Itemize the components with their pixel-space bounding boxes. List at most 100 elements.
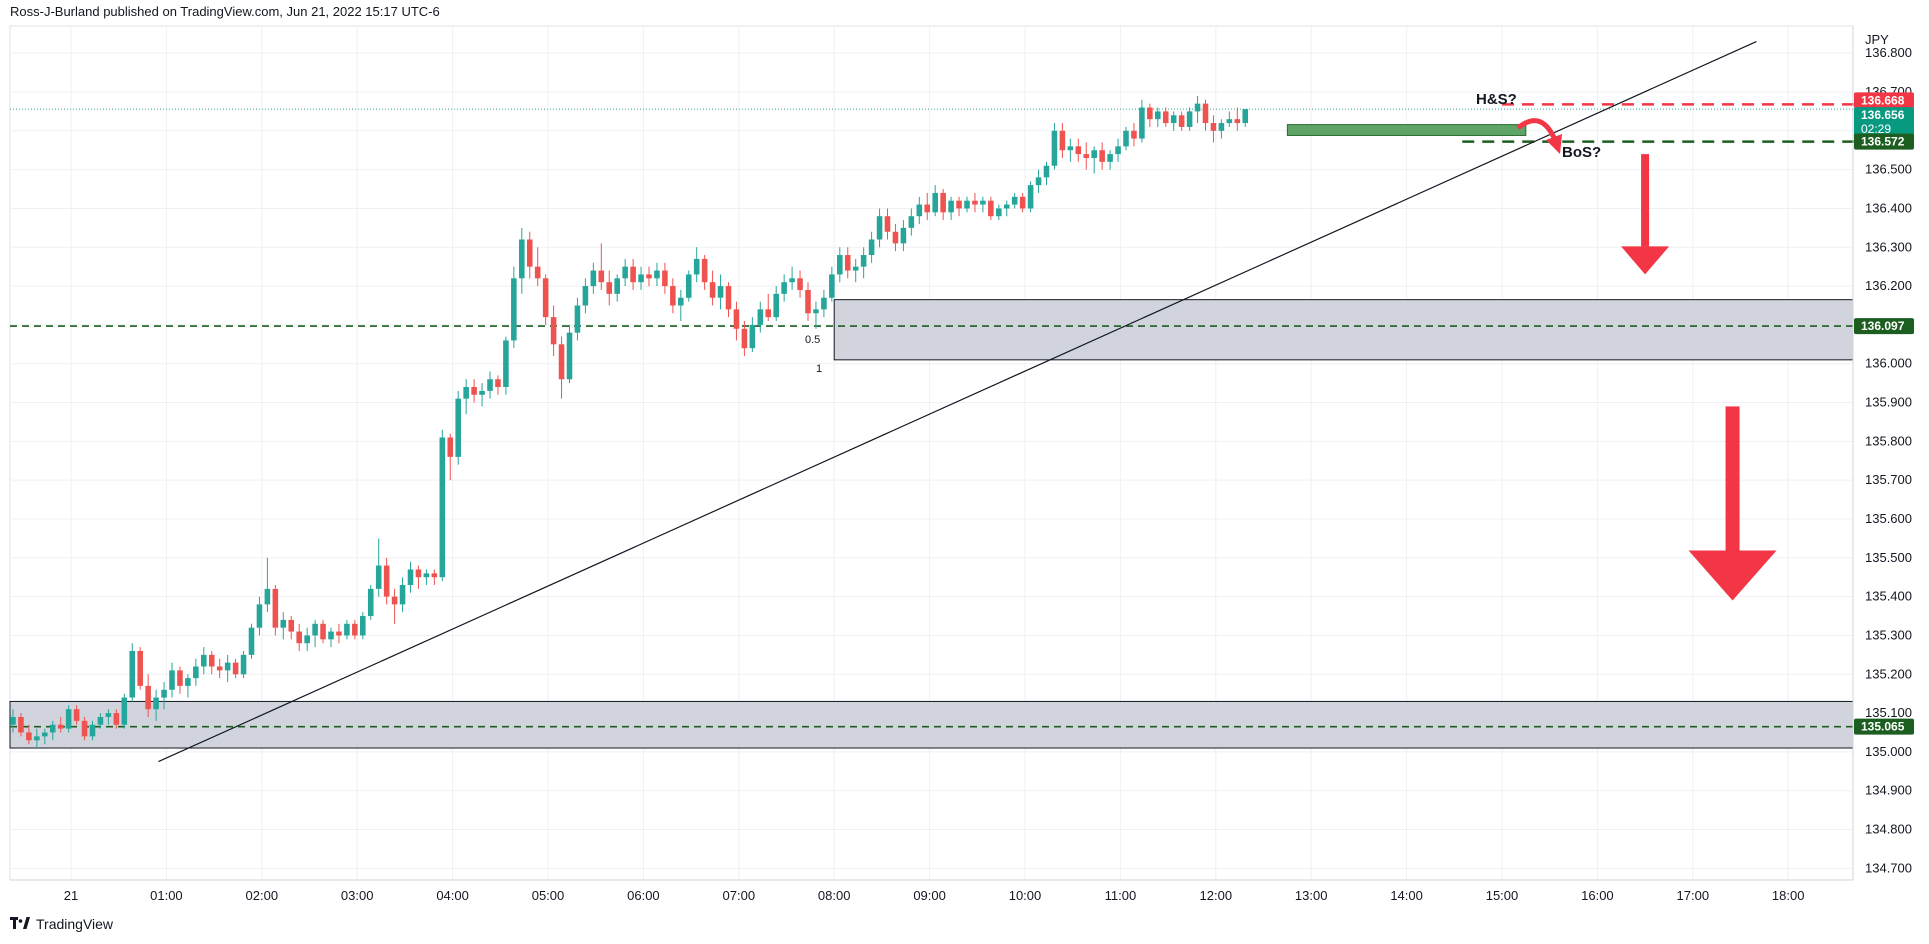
candle-body: [1019, 196, 1026, 209]
candle: [1194, 95, 1201, 124]
candle-body: [916, 204, 923, 217]
candle-body: [996, 208, 1002, 217]
candle: [375, 538, 382, 597]
candle-body: [49, 724, 56, 733]
y-tick-label: 136.400: [1865, 200, 1912, 215]
candle-body: [169, 670, 175, 690]
candle: [495, 375, 501, 395]
candle: [336, 623, 342, 644]
candle-body: [367, 588, 374, 617]
candle: [34, 728, 40, 749]
candle: [630, 258, 636, 290]
candle: [860, 247, 867, 279]
candle: [685, 270, 692, 302]
candle-body: [431, 573, 438, 578]
candle: [725, 282, 732, 318]
candle-body: [193, 666, 199, 679]
candle-body: [73, 709, 80, 721]
x-tick-label: 02:00: [246, 888, 279, 903]
candle-body: [383, 565, 390, 597]
candle: [145, 674, 151, 717]
candle: [876, 208, 883, 248]
candle-body: [693, 258, 700, 275]
candle: [49, 720, 56, 741]
y-tick-label: 135.200: [1865, 666, 1912, 681]
curved-arrow-head: [1546, 134, 1562, 154]
candle: [844, 247, 851, 279]
candle-body: [789, 278, 795, 283]
candle-body: [821, 297, 827, 310]
arrows: [1516, 118, 1777, 601]
candle-body: [415, 569, 422, 578]
candle-body: [455, 398, 461, 457]
candle: [662, 262, 668, 294]
x-tick-label: 03:00: [341, 888, 374, 903]
candle: [177, 666, 183, 694]
candle-body: [908, 216, 915, 228]
candle-body: [360, 616, 366, 636]
candle-body: [1003, 204, 1010, 209]
candle-body: [924, 204, 931, 213]
candle: [208, 650, 215, 675]
candle-body: [980, 200, 986, 205]
candle: [837, 247, 843, 283]
candle: [1027, 181, 1034, 213]
candle-body: [988, 200, 994, 217]
candle-body: [725, 286, 732, 310]
candle-body: [272, 588, 279, 628]
price-tag-bg: [1854, 92, 1914, 109]
candle-body: [741, 328, 748, 349]
candle-body: [487, 379, 493, 391]
candle-body: [264, 588, 271, 605]
curved-arrow: [1516, 118, 1562, 154]
candle-body: [972, 200, 978, 205]
candle: [447, 433, 454, 481]
candle: [344, 619, 350, 640]
candle: [391, 588, 398, 624]
tradingview-logo-icon: [10, 917, 30, 929]
y-tick-label: 135.900: [1865, 395, 1912, 410]
annotation-label: 1: [816, 363, 822, 375]
x-tick-label: 17:00: [1677, 888, 1710, 903]
y-tick-label: 135.700: [1865, 472, 1912, 487]
x-tick-label: 13:00: [1295, 888, 1328, 903]
annotation-label: BoS?: [1562, 144, 1601, 161]
candle: [280, 612, 287, 640]
x-tick-label: 18:00: [1772, 888, 1805, 903]
candle: [328, 627, 334, 648]
candle: [717, 274, 724, 310]
candle: [503, 336, 509, 395]
candle: [1019, 192, 1026, 213]
candle: [1115, 138, 1121, 162]
candle: [272, 584, 279, 636]
price-tag-bg: [1854, 718, 1914, 735]
candle: [1043, 161, 1050, 186]
candle: [65, 705, 72, 733]
candle-body: [860, 255, 867, 267]
candle-body: [781, 282, 787, 294]
candle: [129, 643, 136, 702]
candle: [161, 682, 167, 710]
candle-body: [1123, 130, 1129, 147]
candle: [248, 623, 255, 659]
candle: [1218, 119, 1225, 139]
candle-body: [749, 324, 756, 349]
candle: [1003, 200, 1010, 217]
candle: [121, 693, 128, 729]
candle: [534, 247, 541, 287]
candle: [1131, 123, 1137, 147]
y-tick-label: 135.400: [1865, 589, 1912, 604]
candle: [487, 371, 493, 399]
y-tick-label: 135.000: [1865, 744, 1912, 759]
candle-body: [622, 266, 628, 279]
y-tick-label: 134.700: [1865, 860, 1912, 875]
candle-body: [701, 258, 708, 283]
candle-body: [10, 716, 16, 725]
candle-body: [685, 274, 692, 298]
candle: [89, 720, 96, 741]
candle-body: [1170, 115, 1177, 124]
candle-body: [550, 317, 557, 345]
candle: [948, 196, 954, 221]
candle: [201, 647, 207, 675]
